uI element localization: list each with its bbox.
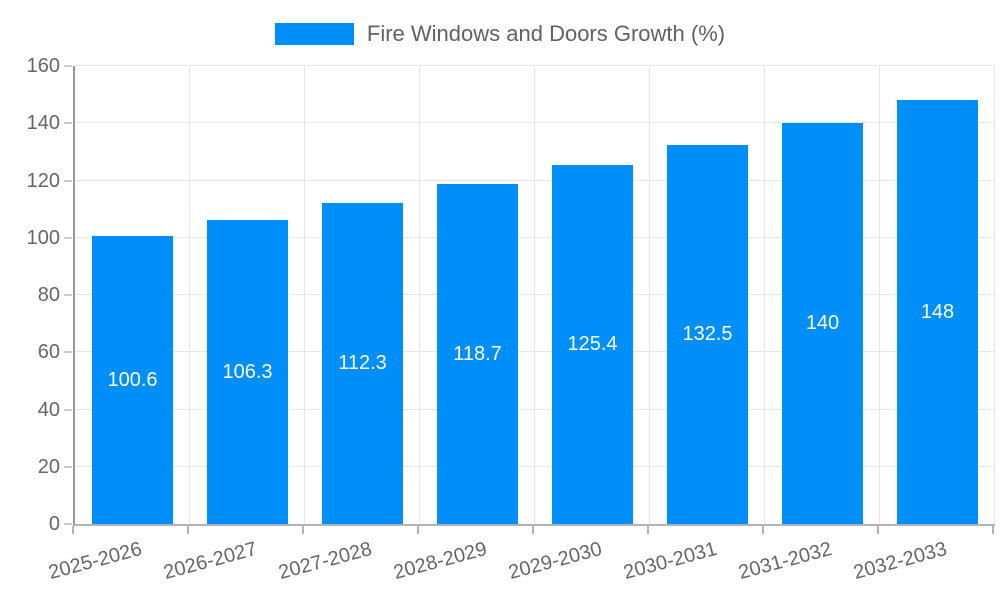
gridline-vertical <box>649 66 650 524</box>
legend-label: Fire Windows and Doors Growth (%) <box>366 21 726 46</box>
y-axis-tick <box>64 65 72 67</box>
y-axis-tick <box>64 523 72 525</box>
bar-value-label: 106.3 <box>222 360 273 383</box>
legend-swatch <box>274 23 354 45</box>
x-axis-tick <box>417 526 419 534</box>
x-axis-tick <box>877 526 879 534</box>
gridline-horizontal <box>75 294 995 295</box>
y-axis-tick-label: 40 <box>37 398 60 421</box>
bar-value-label: 140 <box>805 312 840 334</box>
x-axis-tick <box>302 526 304 534</box>
x-axis-tick <box>72 526 74 534</box>
y-axis-tick-label: 60 <box>37 341 60 364</box>
bar[interactable]: 118.7 <box>437 184 518 524</box>
gridline-horizontal <box>75 465 995 467</box>
gridline-vertical <box>304 66 305 524</box>
gridline-horizontal <box>75 179 995 181</box>
y-axis-tick-label: 160 <box>26 55 60 77</box>
bar[interactable]: 100.6 <box>92 236 173 524</box>
y-axis-tick-label: 100 <box>26 226 60 249</box>
bar-value-label: 132.5 <box>682 323 733 345</box>
x-axis-tick-label: 2026-2027 <box>161 538 260 585</box>
gridline-horizontal <box>75 351 995 353</box>
y-axis-tick <box>64 236 72 239</box>
gridline-horizontal <box>75 65 995 66</box>
gridline-vertical <box>764 66 765 524</box>
gridline-horizontal <box>75 122 995 124</box>
x-axis-tick-label: 2030-2031 <box>621 538 720 585</box>
x-axis-tick <box>992 526 994 534</box>
gridline-vertical <box>419 66 420 524</box>
bar[interactable]: 106.3 <box>207 220 288 524</box>
y-axis-tick-label: 80 <box>37 284 60 306</box>
x-axis-tick <box>187 526 189 534</box>
x-axis-tick-label: 2031-2032 <box>736 538 835 585</box>
y-axis-tick <box>64 294 72 296</box>
x-axis-tick <box>647 526 649 534</box>
bar[interactable]: 148 <box>897 100 978 524</box>
gridline-horizontal <box>75 408 995 410</box>
y-axis-tick <box>64 351 72 354</box>
y-axis-tick <box>64 179 72 182</box>
legend[interactable]: Fire Windows and Doors Growth (%) <box>0 21 1000 47</box>
y-axis-tick-label: 20 <box>37 455 60 478</box>
x-axis-tick <box>532 526 534 534</box>
gridline-vertical <box>994 66 995 524</box>
y-axis-tick-label: 0 <box>48 513 60 535</box>
y-axis-tick <box>64 122 72 125</box>
bar-value-label: 148 <box>920 300 955 323</box>
bar[interactable]: 125.4 <box>552 165 633 524</box>
x-axis-tick-label: 2029-2030 <box>506 538 605 585</box>
gridline-vertical <box>534 66 535 524</box>
gridline-vertical <box>879 66 880 524</box>
y-axis-tick-label: 140 <box>26 112 60 135</box>
x-axis-tick-label: 2025-2026 <box>46 538 145 585</box>
x-axis-tick-label: 2027-2028 <box>276 538 375 585</box>
y-axis-tick <box>64 408 72 411</box>
gridline-vertical <box>189 66 190 524</box>
bar-value-label: 125.4 <box>567 333 618 355</box>
bar[interactable]: 132.5 <box>667 145 748 524</box>
bar-value-label: 100.6 <box>107 368 158 391</box>
y-axis-tick <box>64 465 72 468</box>
bar-value-label: 112.3 <box>338 352 387 374</box>
plot-area: 100.6 106.3 112.3 118.7 125.4 132.5 140 148 <box>73 65 995 526</box>
bar[interactable]: 140 <box>782 123 863 524</box>
gridline-horizontal <box>75 236 995 238</box>
y-axis-tick-label: 120 <box>26 169 60 192</box>
x-axis-tick <box>762 526 764 534</box>
bar-value-label: 118.7 <box>453 342 502 365</box>
x-axis-tick-label: 2028-2029 <box>391 538 490 585</box>
bar[interactable]: 112.3 <box>322 203 403 524</box>
x-axis-tick-label: 2032-2033 <box>851 538 950 585</box>
